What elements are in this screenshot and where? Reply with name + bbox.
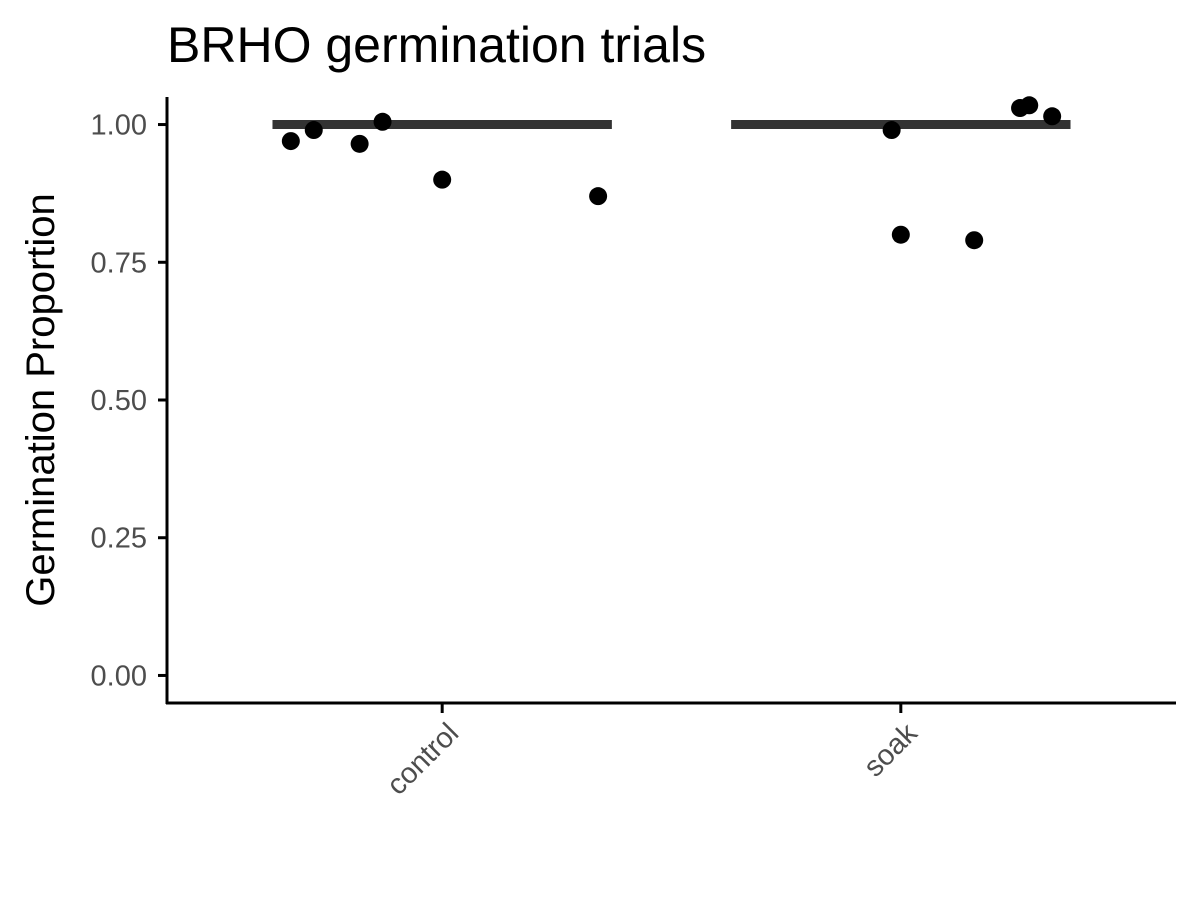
data-points	[281, 96, 1062, 250]
y-axis-label: Germination Proportion	[19, 193, 63, 607]
data-point-control	[373, 112, 392, 131]
data-point-control	[433, 170, 452, 189]
y-tick-label: 0.50	[91, 385, 147, 417]
chart-title: BRHO germination trials	[167, 17, 706, 73]
data-point-control	[304, 121, 323, 140]
x-tick-label-control: control	[381, 717, 465, 801]
data-point-soak	[965, 231, 984, 250]
data-point-soak	[882, 121, 901, 140]
x-axis-ticks: control soak	[381, 703, 924, 802]
data-point-soak	[1020, 96, 1039, 115]
y-axis-ticks: 0.00 0.25 0.50 0.75 1.00	[91, 110, 167, 692]
x-tick-label-soak: soak	[858, 717, 924, 783]
y-tick-label: 0.25	[91, 523, 147, 555]
y-tick-label: 1.00	[91, 110, 147, 142]
data-point-control	[589, 187, 608, 206]
data-point-control	[281, 132, 300, 151]
y-tick-label: 0.75	[91, 247, 147, 279]
y-tick-label: 0.00	[91, 660, 147, 692]
data-point-soak	[1043, 107, 1062, 126]
data-point-soak	[891, 225, 910, 244]
data-point-control	[350, 134, 369, 153]
